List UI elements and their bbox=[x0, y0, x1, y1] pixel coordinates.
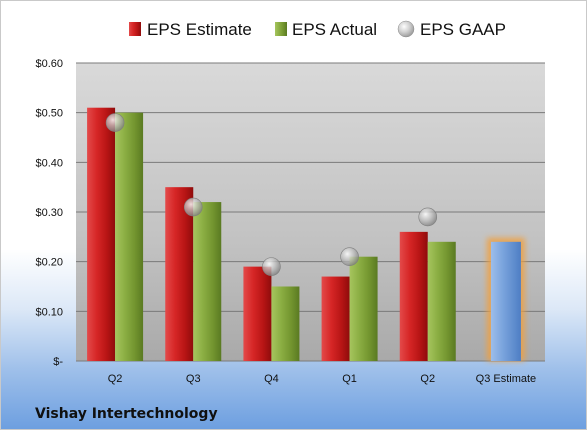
y-tick-label: $0.50 bbox=[35, 108, 63, 120]
marker-eps-gaap bbox=[262, 257, 281, 276]
bar-eps-estimate bbox=[87, 107, 116, 361]
x-tick-label: Q1 bbox=[342, 373, 357, 385]
legend: EPS Estimate EPS Actual EPS GAAP bbox=[129, 20, 506, 39]
marker-eps-gaap bbox=[340, 247, 359, 266]
bar-eps-actual bbox=[427, 241, 456, 361]
bar-eps-estimate bbox=[243, 266, 272, 361]
bars bbox=[87, 107, 525, 362]
y-tick-label: $0.20 bbox=[35, 257, 63, 269]
bar-eps-actual bbox=[193, 202, 222, 361]
marker-eps-gaap bbox=[105, 113, 125, 132]
x-tick-label: Q2 bbox=[420, 373, 435, 385]
bar-eps-actual bbox=[349, 256, 378, 361]
y-axis-ticks: $0.60 $0.50 $0.40 $0.30 $0.20 $0.10 $- bbox=[35, 58, 63, 368]
marker-eps-gaap bbox=[183, 197, 203, 217]
y-tick-label: $0.40 bbox=[35, 157, 63, 169]
gaap-markers bbox=[105, 113, 438, 276]
bar-eps-estimate bbox=[399, 231, 428, 361]
legend-label-gaap: EPS GAAP bbox=[420, 20, 506, 39]
legend-label-estimate: EPS Estimate bbox=[147, 20, 252, 39]
legend-label-actual: EPS Actual bbox=[292, 20, 377, 39]
y-tick-label: $0.30 bbox=[35, 207, 63, 219]
legend-swatch-actual bbox=[275, 22, 287, 36]
legend-item-eps-gaap: EPS GAAP bbox=[397, 20, 506, 39]
legend-item-eps-actual: EPS Actual bbox=[275, 20, 377, 39]
x-tick-label: Q3 Estimate bbox=[476, 373, 537, 385]
grid-lines bbox=[76, 62, 545, 362]
legend-swatch-estimate bbox=[129, 22, 141, 36]
bar-eps-actual bbox=[271, 286, 300, 361]
x-tick-label: Q2 bbox=[108, 373, 123, 385]
bar-eps-estimate bbox=[321, 276, 350, 361]
x-axis-ticks: Q2 Q3 Q4 Q1 Q2 Q3 Estimate bbox=[108, 373, 536, 385]
company-name: Vishay Intertechnology bbox=[35, 406, 218, 422]
legend-item-eps-estimate: EPS Estimate bbox=[129, 20, 252, 39]
bar-eps-actual bbox=[115, 112, 144, 362]
x-tick-label: Q3 bbox=[186, 373, 201, 385]
marker-eps-gaap bbox=[418, 207, 438, 227]
y-tick-label: $0.60 bbox=[35, 58, 63, 70]
y-tick-label: $0.10 bbox=[35, 306, 63, 318]
y-tick-label: $- bbox=[53, 356, 63, 368]
bar-eps-estimate bbox=[165, 187, 194, 361]
x-tick-label: Q4 bbox=[264, 373, 279, 385]
legend-swatch-gaap bbox=[397, 20, 415, 38]
bar-q3-estimate bbox=[490, 241, 521, 361]
